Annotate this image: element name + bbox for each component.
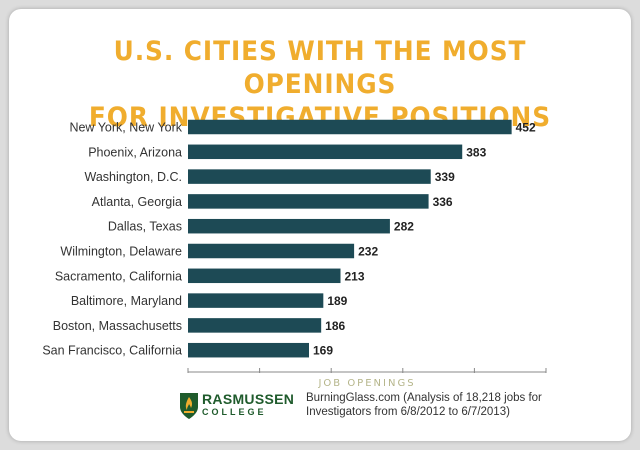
bar (188, 194, 429, 209)
bar (188, 293, 324, 308)
title-line-1: U.S. CITIES WITH THE MOST OPENINGS (113, 36, 527, 100)
bar-value-label: 336 (433, 195, 453, 209)
category-label: Dallas, Texas (108, 220, 182, 234)
bar (188, 243, 355, 259)
category-label: Phoenix, Arizona (88, 145, 182, 159)
bar (188, 144, 463, 160)
x-axis-label: JOB OPENINGS (317, 378, 415, 389)
bar-value-label: 232 (358, 245, 378, 259)
category-label: Boston, Massachusetts (53, 319, 182, 333)
category-label: Washington, D.C. (85, 170, 183, 184)
source-note: BurningGlass.com (Analysis of 18,218 job… (306, 392, 542, 418)
bar-value-label: 189 (327, 294, 347, 308)
category-label: New York, New York (69, 121, 182, 135)
bar (188, 318, 322, 333)
logo-name: RASMUSSEN (202, 391, 295, 407)
bar-value-label: 383 (466, 145, 486, 159)
bar-value-label: 169 (313, 344, 333, 358)
bar-value-label: 213 (345, 269, 365, 283)
bar (188, 169, 431, 184)
bar-value-label: 282 (394, 220, 414, 234)
category-label: Sacramento, California (55, 269, 182, 283)
bar-value-label: 452 (516, 121, 536, 135)
logo-subtitle: COLLEGE (202, 407, 267, 417)
flame-shield-icon (180, 393, 198, 419)
bar (188, 268, 341, 284)
category-label: Baltimore, Maryland (71, 294, 182, 308)
category-label: Wilmington, Delaware (60, 245, 182, 259)
bar (188, 218, 390, 234)
bar-value-label: 186 (325, 319, 345, 333)
rasmussen-logo: RASMUSSEN COLLEGE (178, 390, 296, 424)
bar (188, 119, 512, 135)
category-label: San Francisco, California (42, 344, 182, 358)
category-label: Atlanta, Georgia (92, 195, 182, 209)
bar (188, 342, 310, 358)
chart-card: U.S. CITIES WITH THE MOST OPENINGS FOR I… (9, 9, 631, 441)
bar-value-label: 339 (435, 170, 455, 184)
